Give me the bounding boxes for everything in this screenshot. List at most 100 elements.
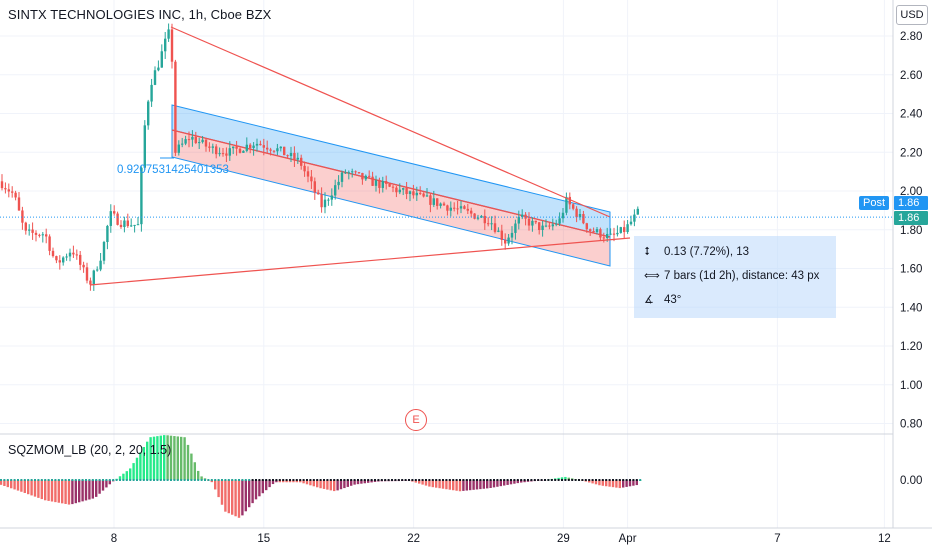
candle-body bbox=[558, 218, 561, 224]
earnings-marker[interactable]: E bbox=[405, 409, 427, 431]
candle-body bbox=[470, 210, 473, 214]
indicator-zero-label: 0.00 bbox=[900, 475, 922, 487]
squeeze-dot bbox=[323, 479, 325, 481]
momentum-bar bbox=[360, 480, 363, 484]
candle-body bbox=[289, 152, 293, 157]
momentum-bar bbox=[285, 480, 288, 483]
squeeze-dot bbox=[465, 479, 468, 481]
candle-body bbox=[629, 221, 633, 225]
squeeze-dot bbox=[452, 479, 455, 481]
squeeze-dot bbox=[598, 479, 601, 481]
squeeze-dot bbox=[571, 479, 574, 481]
candle-body bbox=[225, 153, 228, 156]
candle-body bbox=[174, 61, 177, 153]
momentum-bar bbox=[254, 480, 258, 500]
candle-body bbox=[238, 148, 242, 153]
candle-body bbox=[283, 146, 286, 156]
momentum-bar bbox=[632, 480, 635, 486]
candle-body bbox=[136, 224, 140, 226]
candle-body bbox=[259, 143, 262, 146]
candle-body bbox=[334, 185, 337, 196]
indicator-label[interactable]: SQZMOM_LB (20, 2, 20, 1.5) bbox=[8, 443, 172, 457]
candle-body bbox=[272, 150, 276, 152]
squeeze-dot bbox=[258, 479, 261, 481]
candle-body bbox=[368, 175, 371, 177]
measure-price-row: ⭥ 0.13 (7.72%), 13 bbox=[644, 244, 749, 260]
candle-body bbox=[473, 213, 476, 219]
momentum-bar bbox=[98, 480, 101, 494]
measure-price-change: 0.13 (7.72%), 13 bbox=[664, 246, 750, 258]
momentum-bar bbox=[20, 480, 23, 492]
squeeze-dot bbox=[442, 479, 444, 481]
time-tick-label: 12 bbox=[878, 533, 891, 545]
candle-body bbox=[45, 234, 48, 237]
candle-body bbox=[279, 146, 282, 149]
momentum-bar bbox=[40, 480, 43, 500]
squeeze-dot bbox=[605, 479, 608, 481]
price-range-icon: ⭥ bbox=[644, 246, 650, 258]
candle-body bbox=[296, 157, 299, 160]
candle-body bbox=[201, 139, 204, 143]
squeeze-dot bbox=[540, 479, 543, 481]
momentum-bar bbox=[275, 480, 278, 483]
candle-body bbox=[633, 214, 636, 222]
momentum-bar bbox=[163, 435, 166, 480]
squeeze-dot bbox=[61, 479, 64, 481]
squeeze-dot bbox=[510, 479, 512, 481]
momentum-bar bbox=[564, 476, 567, 480]
momentum-bar bbox=[44, 480, 47, 501]
candle-body bbox=[96, 269, 99, 271]
squeeze-dot bbox=[377, 479, 380, 481]
channel-level-label: 0.9207531425401353 bbox=[117, 164, 229, 176]
candle-body bbox=[340, 172, 344, 182]
momentum-bar bbox=[47, 480, 50, 501]
squeeze-dot bbox=[153, 479, 155, 481]
candle-body bbox=[504, 239, 507, 244]
momentum-bar bbox=[622, 480, 625, 488]
candle-body bbox=[255, 143, 259, 146]
squeeze-dot bbox=[282, 479, 285, 481]
squeeze-dot bbox=[221, 479, 223, 481]
momentum-bar bbox=[322, 480, 326, 489]
momentum-bar bbox=[244, 480, 247, 512]
squeeze-dot bbox=[336, 479, 339, 481]
momentum-bar bbox=[448, 480, 451, 490]
momentum-bar bbox=[227, 480, 230, 514]
squeeze-dot bbox=[180, 479, 183, 481]
candle-body bbox=[17, 197, 21, 211]
momentum-bar bbox=[356, 480, 360, 485]
currency-button[interactable]: USD bbox=[896, 5, 928, 25]
candle-body bbox=[92, 270, 95, 285]
candle-body bbox=[89, 280, 92, 285]
momentum-bar bbox=[282, 480, 285, 483]
momentum-bar bbox=[54, 480, 57, 503]
candle-body bbox=[262, 145, 265, 148]
candle-body bbox=[232, 146, 235, 149]
momentum-bar bbox=[152, 436, 156, 480]
momentum-bar bbox=[27, 480, 30, 495]
momentum-bar bbox=[441, 480, 445, 489]
candle-body bbox=[181, 143, 184, 145]
candle-body bbox=[48, 236, 51, 251]
momentum-bar bbox=[224, 480, 227, 512]
momentum-bar bbox=[343, 480, 346, 489]
squeeze-dot bbox=[489, 479, 492, 481]
squeeze-dot bbox=[635, 479, 638, 481]
squeeze-dot bbox=[183, 479, 186, 481]
candle-body bbox=[490, 223, 493, 225]
candle-body bbox=[337, 181, 340, 186]
candle-body bbox=[585, 223, 588, 230]
squeeze-dot bbox=[384, 479, 387, 481]
candle-body bbox=[497, 230, 500, 232]
squeeze-dot bbox=[428, 479, 431, 481]
momentum-bar bbox=[234, 480, 237, 517]
time-tick-label: 15 bbox=[257, 533, 270, 545]
momentum-bar bbox=[370, 480, 373, 483]
measure-angle: 43° bbox=[664, 294, 682, 306]
candle-body bbox=[102, 242, 106, 261]
momentum-bar bbox=[57, 480, 60, 503]
momentum-bar bbox=[210, 480, 213, 483]
candle-body bbox=[160, 51, 163, 68]
momentum-bar bbox=[367, 480, 370, 483]
